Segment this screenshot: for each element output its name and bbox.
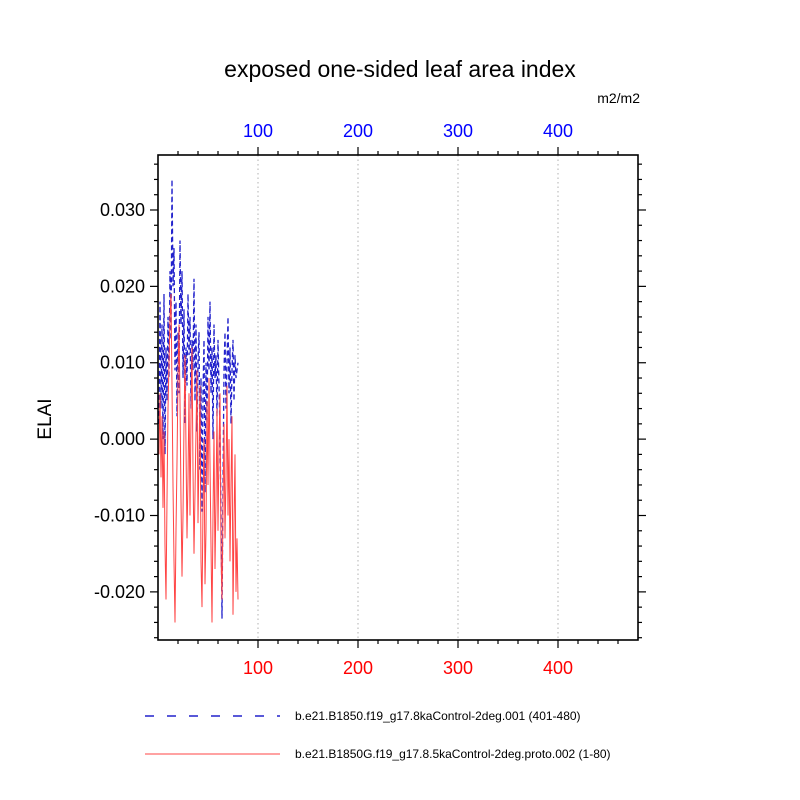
top-axis-unit-label: m2/m2 [597,90,640,106]
left-tick-label: 0.000 [100,429,145,449]
legend-item-proto: b.e21.B1850G.f19_g17.8.5kaControl-2deg.p… [145,746,611,762]
top-tick-label: 100 [243,121,273,141]
legend-label: b.e21.B1850.f19_g17.8kaControl-2deg.001 … [295,709,581,723]
plot-frame [157,154,639,641]
left-tick-label: 0.030 [100,200,145,220]
legend-line-solid-icon [145,753,280,755]
top-tick-label: 300 [443,121,473,141]
series-line-0 [158,179,239,619]
bottom-tick-label: 400 [543,658,573,678]
left-tick-label: 0.020 [100,276,145,296]
bottom-tick-label: 200 [343,658,373,678]
bottom-tick-label: 100 [243,658,273,678]
bottom-tick-label: 300 [443,658,473,678]
legend-label: b.e21.B1850G.f19_g17.8.5kaControl-2deg.p… [295,747,611,761]
legend-line-dashed-icon [145,715,280,717]
top-tick-label: 200 [343,121,373,141]
chart-title: exposed one-sided leaf area index [224,56,576,82]
left-tick-label: -0.010 [94,506,145,526]
left-tick-label: 0.010 [100,353,145,373]
top-tick-label: 400 [543,121,573,141]
legend-item-control: b.e21.B1850.f19_g17.8kaControl-2deg.001 … [145,708,581,724]
left-tick-label: -0.020 [94,582,145,602]
series-line-1 [158,293,239,623]
